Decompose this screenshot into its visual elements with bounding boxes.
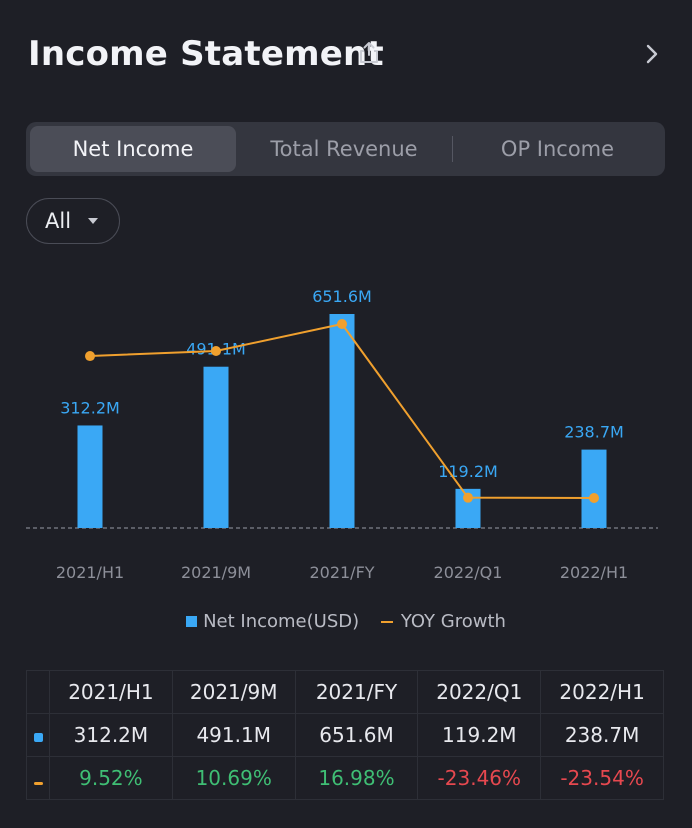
x-tick-label: 2022/H1 [560, 563, 628, 582]
legend-item-yoy-growth[interactable]: YOY Growth [380, 610, 506, 632]
table-cell: -23.46% [417, 756, 542, 800]
net-income-row-marker [26, 713, 50, 757]
yoy-point-2021-h1 [85, 351, 95, 362]
page-title: Income Statement [28, 34, 384, 74]
x-tick-label: 2021/9M [181, 563, 251, 582]
bar-value-label: 651.6M [312, 287, 372, 306]
table-cell: 16.98% [294, 756, 419, 800]
table-header-cell: 2021/FY [294, 670, 419, 714]
period-filter-dropdown[interactable]: All [26, 198, 120, 244]
table-cell: 9.52% [49, 756, 173, 800]
chart-legend: Net Income(USD) YOY Growth [0, 610, 692, 638]
table-cell: 312.2M [49, 713, 173, 757]
yoy-row-marker [26, 756, 50, 800]
bar-2021-fy [329, 314, 355, 528]
legend-line-swatch [380, 620, 393, 623]
table-cell: -23.54% [540, 756, 664, 800]
metric-tabs: Net Income Total Revenue OP Income [26, 122, 665, 176]
table-cell: 651.6M [294, 713, 419, 757]
table-header-cell: 2022/Q1 [417, 670, 542, 714]
table-row-net-income: 312.2M 491.1M 651.6M 119.2M 238.7M [26, 713, 664, 757]
legend-label-yoy-growth: YOY Growth [400, 610, 506, 632]
table-cell: 238.7M [540, 713, 664, 757]
bar-value-label: 119.2M [438, 462, 498, 481]
table-cell: 10.69% [171, 756, 296, 800]
table-cell: 119.2M [417, 713, 542, 757]
tab-op-income[interactable]: OP Income [500, 137, 615, 161]
yoy-point-2022-q1 [463, 492, 473, 503]
tab-net-income[interactable]: Net Income [30, 126, 236, 172]
net-income-chart: 312.2M2021/H1491.1M2021/9M651.6M2021/FY1… [26, 287, 658, 582]
x-tick-label: 2021/FY [309, 563, 374, 582]
tab-divider [452, 136, 453, 162]
yoy-point-2021-fy [337, 319, 347, 329]
chevron-right-icon[interactable] [642, 42, 662, 66]
table-header-row: 2021/H1 2021/9M 2021/FY 2022/Q1 2022/H1 [26, 670, 664, 714]
legend-label-net-income: Net Income(USD) [203, 610, 360, 632]
yoy-point-2021-9m [211, 346, 221, 357]
x-tick-label: 2021/H1 [56, 563, 124, 582]
caret-down-icon [88, 218, 98, 224]
table-header-cell: 2021/9M [171, 670, 296, 714]
legend-item-net-income[interactable]: Net Income(USD) [186, 611, 359, 632]
header: Income Statement [28, 30, 668, 78]
share-icon[interactable] [356, 40, 382, 66]
legend-bar-swatch [186, 616, 198, 627]
table-corner-cell [26, 670, 50, 714]
bar-value-label: 312.2M [60, 398, 120, 417]
table-row-yoy-growth: 9.52% 10.69% 16.98% -23.46% -23.54% [26, 756, 664, 800]
bar-marker-icon [33, 733, 43, 742]
table-header-cell: 2021/H1 [49, 670, 173, 714]
table-header-cell: 2022/H1 [540, 670, 664, 714]
data-table: 2021/H1 2021/9M 2021/FY 2022/Q1 2022/H1 … [26, 670, 664, 800]
period-filter-label: All [45, 209, 72, 233]
x-tick-label: 2022/Q1 [434, 563, 503, 582]
table-cell: 491.1M [171, 713, 296, 757]
bar-2021-h1 [77, 425, 103, 528]
line-marker-icon [33, 782, 43, 785]
tab-total-revenue[interactable]: Total Revenue [270, 137, 418, 161]
bar-2021-9m [203, 366, 229, 528]
bar-2022-h1 [581, 449, 607, 528]
bar-value-label: 238.7M [564, 423, 624, 442]
yoy-point-2022-h1 [589, 493, 599, 503]
